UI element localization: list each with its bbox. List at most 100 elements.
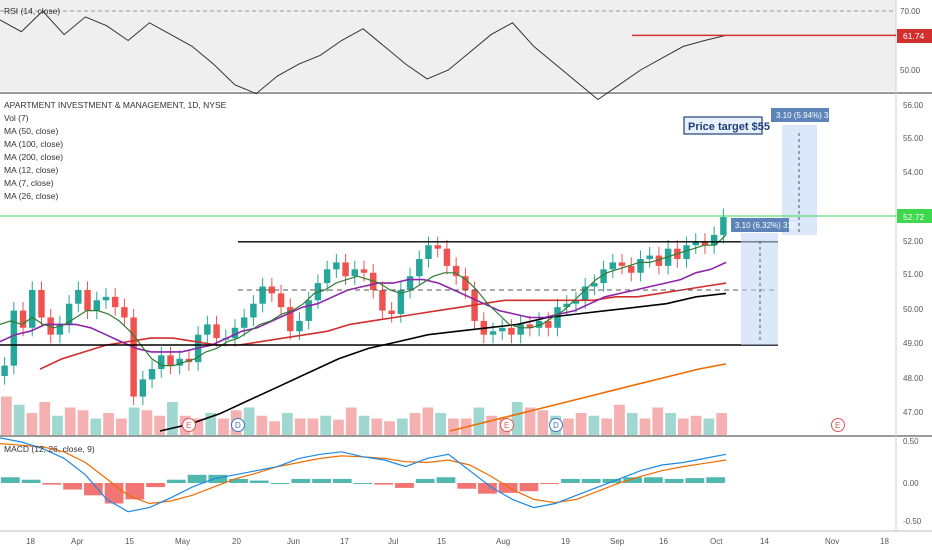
macd-histogram-bar bbox=[706, 477, 725, 483]
volume-bar bbox=[690, 415, 702, 435]
volume-bar bbox=[588, 415, 600, 435]
macd-histogram-bar bbox=[21, 479, 41, 483]
legend-item-ma7: MA (7, close) bbox=[4, 178, 54, 188]
macd-histogram-bar bbox=[602, 478, 622, 483]
candle-body bbox=[231, 327, 239, 339]
volume-bar bbox=[281, 413, 293, 435]
candle-body bbox=[554, 307, 561, 328]
rsi-tick-50: 50.00 bbox=[900, 66, 921, 75]
rsi-line bbox=[0, 10, 896, 101]
candle-body bbox=[388, 310, 395, 315]
ma200-line bbox=[449, 363, 727, 432]
candle-body bbox=[720, 217, 727, 235]
candle-body bbox=[75, 289, 82, 304]
volume-bar bbox=[167, 402, 178, 435]
legend-item-ma200: MA (200, close) bbox=[4, 152, 63, 162]
volume-bar bbox=[409, 413, 421, 435]
macd-histogram-bar bbox=[581, 478, 601, 483]
macd-line bbox=[0, 437, 727, 513]
ma12-line bbox=[0, 234, 727, 367]
candle-body bbox=[609, 262, 617, 270]
candle-body bbox=[563, 303, 570, 308]
candle-body bbox=[499, 327, 506, 332]
macd-histogram-bar bbox=[540, 483, 560, 484]
candle-body bbox=[296, 320, 303, 332]
candle-body bbox=[38, 289, 45, 318]
volume-bar bbox=[562, 418, 574, 435]
event-marker-e2[interactable]: E bbox=[500, 418, 514, 432]
candle-body bbox=[443, 248, 451, 266]
candle-body bbox=[121, 307, 128, 318]
candle-body bbox=[425, 245, 432, 259]
candle-body bbox=[406, 276, 414, 290]
x-tick: Nov bbox=[825, 537, 839, 546]
macd-histogram-bar bbox=[498, 483, 518, 493]
price-tick-50: 50.00 bbox=[903, 305, 924, 314]
rsi-panel-bg bbox=[0, 0, 896, 91]
x-tick: 17 bbox=[340, 537, 349, 546]
target-box-upper[interactable] bbox=[782, 125, 817, 235]
candle-body bbox=[268, 286, 276, 294]
ma26-line bbox=[0, 261, 727, 353]
price-tick-51: 51.00 bbox=[903, 270, 924, 279]
x-tick: Oct bbox=[710, 537, 723, 546]
price-tick-47: 47.00 bbox=[903, 408, 924, 417]
candle-body bbox=[342, 262, 349, 277]
macd-histogram-bar bbox=[42, 483, 62, 485]
macd-histogram-bar bbox=[436, 477, 456, 483]
macd-histogram-bar bbox=[664, 478, 684, 483]
candle-body bbox=[305, 300, 312, 321]
measure-label-upper: 3.10 (5.94%) 310 bbox=[776, 111, 838, 120]
macd-lines bbox=[0, 437, 727, 513]
macd-histogram-bar bbox=[415, 478, 435, 483]
event-marker-d2[interactable]: D bbox=[549, 418, 563, 432]
volume-bar bbox=[243, 407, 255, 435]
volume-bar bbox=[486, 415, 498, 435]
candle-body bbox=[683, 245, 690, 259]
ma50-line bbox=[39, 282, 727, 370]
event-marker-e3[interactable]: E bbox=[831, 418, 845, 432]
candle-body bbox=[489, 331, 497, 335]
volume-bar bbox=[511, 402, 523, 435]
candle-body bbox=[416, 259, 423, 277]
candle-body bbox=[84, 289, 91, 311]
event-marker-e1[interactable]: E bbox=[182, 418, 196, 432]
candle-body bbox=[277, 293, 285, 308]
rsi-tick-70: 70.00 bbox=[900, 7, 921, 16]
candle-body bbox=[158, 355, 165, 370]
x-tick: Jun bbox=[287, 537, 300, 546]
candle-body bbox=[710, 234, 718, 246]
x-tick: 14 bbox=[760, 537, 769, 546]
volume-bar bbox=[358, 415, 370, 435]
candle-body bbox=[655, 255, 663, 266]
candle-body bbox=[701, 241, 709, 246]
volume-bar bbox=[307, 418, 319, 435]
volume-bar bbox=[64, 407, 76, 435]
measure-label-lower: 3.10 (6.32%) 310 bbox=[735, 221, 797, 230]
rsi-label: RSI (14, close) bbox=[4, 6, 60, 16]
candle-body bbox=[581, 286, 589, 301]
candle-body bbox=[591, 283, 598, 287]
price-tick-54: 54.00 bbox=[903, 168, 924, 177]
x-tick: 15 bbox=[125, 537, 134, 546]
macd-histogram-bar bbox=[457, 483, 477, 489]
macd-tick-000: 0.00 bbox=[903, 479, 919, 488]
event-marker-d1[interactable]: D bbox=[231, 418, 245, 432]
rsi-badge-bg bbox=[897, 29, 932, 43]
volume-bar bbox=[639, 418, 651, 435]
macd-histogram-bar bbox=[249, 480, 269, 483]
x-tick: May bbox=[175, 537, 190, 546]
volume-bar bbox=[614, 404, 625, 435]
rsi-badge: 61.74 bbox=[903, 31, 925, 41]
macd-histogram-bar bbox=[332, 478, 352, 483]
volume-bar bbox=[716, 413, 727, 435]
macd-histogram-bar bbox=[685, 478, 705, 483]
price-tick-55: 55.00 bbox=[903, 134, 924, 143]
x-tick: 20 bbox=[232, 537, 241, 546]
macd-histogram-bar bbox=[83, 483, 103, 496]
volume-bar bbox=[320, 415, 332, 435]
volume-bar bbox=[677, 418, 689, 435]
volume-bar bbox=[384, 421, 395, 435]
candle-body bbox=[333, 262, 340, 270]
